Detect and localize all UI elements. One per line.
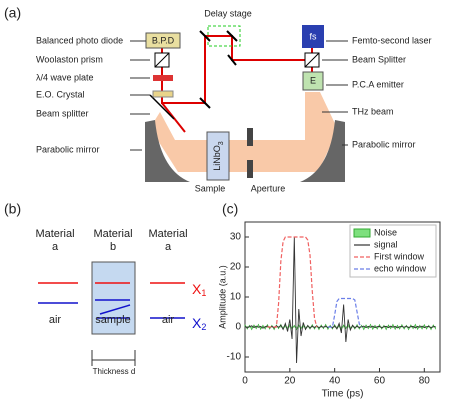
sample-slab (91, 261, 136, 335)
column-label: a (165, 241, 172, 253)
legend-label: First window (374, 251, 425, 261)
aperture-label: Aperture (251, 183, 286, 193)
output-sub: 2 (201, 322, 206, 332)
component-label: E.O. Crystal (36, 89, 85, 99)
column-label: Material (93, 228, 132, 240)
laser-label: fs (309, 31, 317, 41)
output-label: X1 (192, 281, 206, 299)
thz-beam (150, 92, 338, 172)
region-label: air (162, 314, 175, 326)
region-label: sample (95, 314, 130, 326)
component-label: P.C.A emitter (352, 79, 404, 89)
legend-label: Noise (374, 227, 397, 237)
legend-label: echo window (374, 263, 427, 273)
parabolic-mirror (300, 120, 345, 182)
panel-label: (a) (4, 5, 21, 21)
crystal-sub: 3 (218, 141, 225, 145)
component-label: Balanced photo diode (36, 35, 123, 45)
crystal-label: LiNbO3 (212, 141, 224, 171)
y-tick-label: 30 (230, 232, 242, 243)
x-axis-label: Time (ps) (322, 389, 364, 399)
x-tick-label: 0 (242, 376, 248, 387)
y-tick-label: 20 (230, 262, 242, 273)
component-label: Woolaston prism (36, 54, 103, 64)
laser-box (302, 25, 324, 48)
wave-plate (153, 75, 173, 81)
mirror (199, 97, 211, 109)
x-tick-label: 80 (419, 376, 431, 387)
chart: -10 0 10 20 30 0 20 40 60 80 Time (ps) Amplitude (a… (217, 221, 441, 399)
beam-splitter (304, 52, 320, 68)
legend-swatch (353, 228, 371, 238)
aperture (247, 160, 253, 178)
output-sub: 1 (201, 288, 206, 298)
thickness-label: Thickness d (93, 367, 136, 376)
y-axis-label: Amplitude (a.u.) (217, 265, 227, 329)
crystal-text: LiNbO (212, 145, 222, 171)
left-labels: Balanced photo diode Woolaston prism λ/4 w… (36, 35, 150, 154)
x-tick-label: 40 (329, 376, 341, 387)
mirror (199, 30, 211, 42)
eo-crystal (152, 90, 174, 98)
delay-stage (207, 25, 241, 47)
column-label: b (110, 241, 116, 253)
right-labels: Femto-second laser Beam Splitter P.C.A emi… (322, 35, 432, 149)
component-label: Parabolic mirror (36, 144, 100, 154)
component-label: Femto-second laser (352, 35, 432, 45)
region-label: air (49, 314, 62, 326)
delay-stage-label: Delay stage (204, 8, 252, 18)
output-label: X2 (192, 315, 206, 333)
output-text: X (192, 315, 202, 331)
sample-label: Sample (195, 183, 226, 193)
column-label: Material (148, 228, 187, 240)
emitter-box (302, 71, 324, 91)
component-label: λ/4 wave plate (36, 72, 94, 82)
column-label: a (52, 241, 59, 253)
component-label: Beam Splitter (352, 54, 406, 64)
component-label: Beam splitter (36, 108, 89, 118)
panel-label: (c) (222, 201, 238, 217)
mirror (227, 54, 237, 66)
component-label: THz beam (352, 106, 394, 116)
y-tick-label: 0 (235, 322, 241, 333)
column-label: Material (35, 228, 74, 240)
series-line (267, 236, 318, 328)
crystal (206, 131, 230, 181)
series-line (327, 297, 363, 328)
panel-label: (b) (4, 201, 21, 217)
beam-splitter (149, 94, 175, 120)
prism (154, 52, 170, 68)
legend-label: signal (374, 239, 398, 249)
x-tick-label: 20 (284, 376, 296, 387)
bpd-label: B.P.D (152, 35, 175, 45)
component-label: Parabolic mirror (352, 139, 416, 149)
emitter-label: E (310, 75, 316, 85)
y-tick-label: 10 (230, 292, 242, 303)
mirror (226, 30, 238, 42)
aperture (247, 128, 253, 146)
arrow (99, 304, 131, 315)
y-tick-label: -10 (227, 352, 242, 363)
x-tick-label: 60 (374, 376, 386, 387)
parabolic-mirror (145, 120, 190, 182)
output-text: X (192, 281, 202, 297)
